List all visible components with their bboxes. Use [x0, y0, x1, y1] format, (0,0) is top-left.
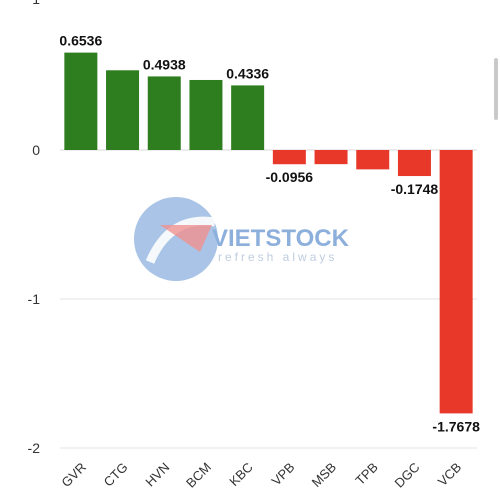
vietstock-watermark: VIETSTOCK refresh always — [134, 197, 350, 281]
bar-msb — [314, 150, 348, 165]
watermark-swoosh-icon — [160, 225, 212, 252]
bar-kbc — [231, 85, 265, 150]
data-label: -0.0956 — [266, 169, 314, 185]
vertical-scrollbar[interactable] — [494, 58, 498, 120]
y-tick-label-top: 1 — [32, 0, 40, 7]
x-tick-label: MSB — [309, 460, 340, 491]
x-tick-label: VCB — [435, 460, 465, 490]
x-tick-label: VPB — [268, 460, 297, 489]
x-tick-label: HVN — [142, 460, 172, 490]
x-axis: GVR CTG HVN BCM KBC VPB MSB TPB DGC VCB — [58, 460, 464, 491]
data-label: -0.1748 — [391, 181, 439, 197]
x-tick-label: DGC — [392, 460, 423, 491]
data-label: -1.7678 — [432, 418, 480, 434]
bars — [64, 52, 473, 414]
data-labels: 0.6536 0.4938 0.4336 -0.0956 -0.1748 -1.7678 — [59, 33, 480, 435]
bar-bcm — [189, 79, 223, 150]
data-label: 0.4938 — [143, 56, 186, 72]
bar-vpb — [272, 150, 306, 165]
x-tick-label: GVR — [58, 460, 89, 491]
x-tick-label: BCM — [183, 460, 214, 491]
bar-tpb — [356, 150, 390, 170]
x-tick-label: CTG — [101, 460, 131, 490]
watermark-globe-icon — [134, 197, 218, 281]
y-tick-label: -1 — [28, 291, 41, 307]
bar-hvn — [147, 76, 181, 150]
x-tick-label: KBC — [226, 460, 256, 490]
watermark-tagline: refresh always — [218, 250, 337, 264]
data-label: 0.6536 — [59, 33, 102, 49]
bar-dgc — [397, 150, 431, 177]
bar-vcb — [439, 150, 473, 414]
y-tick-label: -2 — [28, 440, 41, 456]
watermark-logo-text: VIETSTOCK — [212, 225, 350, 252]
y-tick-label: 0 — [32, 142, 40, 158]
x-tick-label: TPB — [352, 460, 380, 488]
bar-ctg — [106, 70, 140, 150]
watermark-arrow-icon — [145, 216, 216, 264]
y-axis: 0 -1 -2 1 — [28, 0, 41, 456]
bar-gvr — [64, 52, 98, 150]
data-label: 0.4336 — [226, 65, 269, 81]
